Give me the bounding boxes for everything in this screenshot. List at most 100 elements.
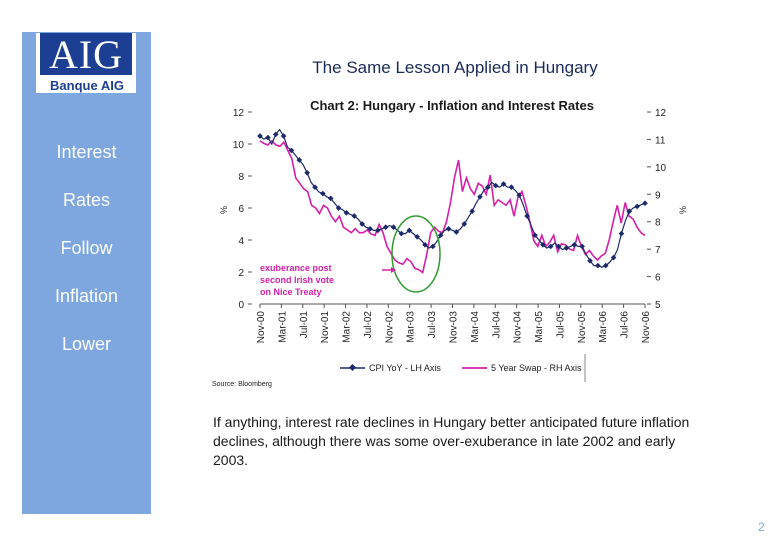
cpi-point xyxy=(343,209,350,216)
cpi-point xyxy=(547,243,554,250)
cpi-markers xyxy=(257,131,648,269)
cpi-point xyxy=(642,200,648,207)
left-axis-ticks: 0 2 4 6 8 10 12 xyxy=(233,108,252,311)
right-tick-label: 8 xyxy=(655,218,661,229)
cpi-point xyxy=(430,243,436,250)
sidebar-word-inflation: Inflation xyxy=(54,286,119,306)
x-tick-label: Nov-05 xyxy=(577,311,588,344)
cpi-point xyxy=(500,181,507,187)
x-tick-label: Mar-06 xyxy=(598,311,609,343)
x-tick-label: Nov-03 xyxy=(449,311,460,344)
cpi-point xyxy=(602,262,609,269)
cpi-point xyxy=(540,241,546,248)
cpi-point xyxy=(367,225,373,232)
left-tick-label: 4 xyxy=(238,236,244,247)
cpi-point xyxy=(359,221,365,227)
left-tick-label: 6 xyxy=(238,204,244,215)
cpi-point xyxy=(265,134,271,141)
cpi-point xyxy=(445,225,452,232)
right-tick-label: 5 xyxy=(655,300,661,311)
cpi-point xyxy=(327,195,334,202)
aig-logo: AIG Banque AIG xyxy=(36,33,136,93)
cpi-point xyxy=(398,230,405,237)
cpi-point xyxy=(461,221,468,227)
x-tick-label: Jul-05 xyxy=(555,311,566,339)
cpi-point xyxy=(626,208,633,215)
annotation-arrowhead xyxy=(391,267,396,273)
annotation-line-2: second Irish vote xyxy=(260,275,334,285)
annotation-line-3: on Nice Treaty xyxy=(260,287,322,297)
right-tick-label: 6 xyxy=(655,273,661,284)
cpi-point xyxy=(492,182,499,189)
sidebar-word-rates: Rates xyxy=(62,190,111,210)
right-tick-label: 9 xyxy=(655,190,661,201)
x-tick-label: Mar-01 xyxy=(277,311,288,343)
cpi-point xyxy=(390,224,397,231)
sidebar-panel xyxy=(22,32,151,514)
cpi-point xyxy=(304,169,310,176)
chart-legend: CPI YoY - LH Axis 5 Year Swap - RH Axis xyxy=(340,354,586,382)
x-tick-label: Nov-00 xyxy=(256,311,267,344)
chart-annotation: exuberance post second Irish vote on Nic… xyxy=(260,263,337,297)
cpi-point xyxy=(414,233,420,240)
page-number: 2 xyxy=(758,520,765,534)
x-tick-label: Nov-01 xyxy=(320,311,331,344)
cpi-point xyxy=(532,232,538,239)
cpi-point xyxy=(453,229,460,235)
right-axis-ticks: 5 6 7 8 9 10 11 12 xyxy=(647,108,667,311)
cpi-point xyxy=(312,184,318,191)
cpi-point xyxy=(406,227,413,234)
cpi-point xyxy=(351,213,358,219)
cpi-point xyxy=(375,227,381,234)
cpi-point xyxy=(437,232,444,239)
cpi-point xyxy=(280,133,287,139)
left-tick-label: 10 xyxy=(233,140,245,151)
cpi-point xyxy=(477,193,483,200)
cpi-point xyxy=(618,230,625,237)
right-tick-label: 12 xyxy=(655,108,667,119)
x-axis-ticks: Nov-00 Mar-01 Jul-01 Nov-01 Mar-02 Jul-02 Nov-… xyxy=(256,304,652,343)
legend-marker-cpi xyxy=(348,363,357,372)
chart-title: Chart 2: Hungary - Inflation and Interes… xyxy=(310,98,594,113)
legend-label-cpi: CPI YoY - LH Axis xyxy=(369,363,441,373)
left-tick-label: 8 xyxy=(238,172,244,183)
x-tick-label: Jul-06 xyxy=(620,311,631,339)
cpi-point xyxy=(634,203,640,210)
left-tick-label: 12 xyxy=(233,108,245,119)
right-axis-unit: % xyxy=(678,206,688,214)
left-tick-label: 2 xyxy=(238,268,244,279)
logo-subtitle: Banque AIG xyxy=(50,78,124,93)
chart-source: Source: Bloomberg xyxy=(212,381,272,388)
x-tick-label: Mar-02 xyxy=(342,311,353,343)
x-tick-label: Jul-03 xyxy=(427,311,438,339)
cpi-point xyxy=(288,147,295,154)
left-tick-label: 0 xyxy=(238,300,244,311)
right-tick-label: 10 xyxy=(655,163,667,174)
cpi-point xyxy=(610,254,617,261)
commentary-paragraph: If anything, interest rate declines in H… xyxy=(213,414,690,468)
cpi-point xyxy=(579,243,585,250)
cpi-point xyxy=(524,213,530,219)
x-tick-label: Mar-05 xyxy=(534,311,545,343)
cpi-point xyxy=(508,184,515,191)
cpi-point xyxy=(587,257,593,264)
right-tick-label: 7 xyxy=(655,245,661,256)
cpi-point xyxy=(595,262,601,269)
cpi-point xyxy=(320,190,326,197)
chart: Chart 2: Hungary - Inflation and Interes… xyxy=(219,98,688,382)
cpi-point xyxy=(422,241,428,248)
cpi-point xyxy=(469,208,475,215)
right-tick-label: 11 xyxy=(655,135,666,146)
legend-label-swap: 5 Year Swap - RH Axis xyxy=(491,363,582,373)
x-tick-label: Nov-04 xyxy=(513,311,524,344)
cpi-point xyxy=(555,243,562,250)
annotation-line-1: exuberance post xyxy=(260,263,332,273)
series-line-cpi xyxy=(259,128,646,268)
x-tick-label: Mar-04 xyxy=(470,311,481,343)
sidebar-word-follow: Follow xyxy=(60,238,113,258)
sidebar-word-lower: Lower xyxy=(61,334,112,354)
highlight-ellipse xyxy=(391,215,441,293)
x-tick-label: Nov-02 xyxy=(384,311,395,344)
page-title: The Same Lesson Applied in Hungary xyxy=(312,58,598,77)
cpi-point xyxy=(516,192,523,199)
